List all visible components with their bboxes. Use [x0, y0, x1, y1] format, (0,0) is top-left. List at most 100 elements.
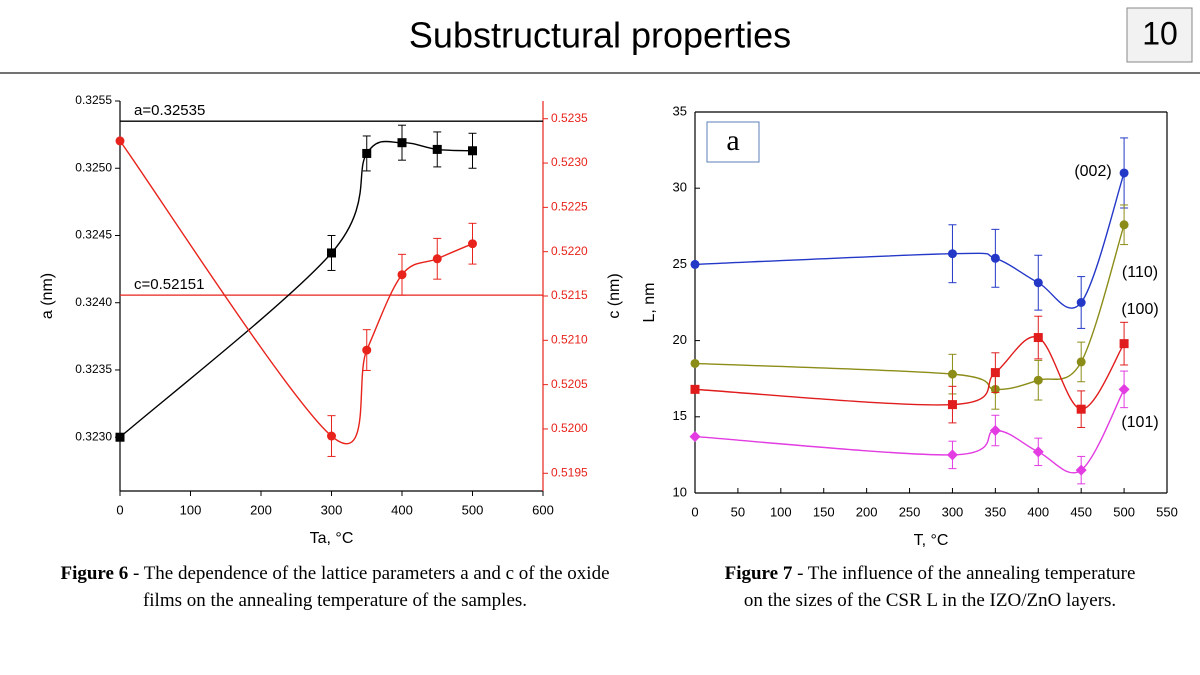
series-label: (101) — [1121, 414, 1158, 431]
series-label: (110) — [1122, 264, 1158, 281]
point — [1075, 464, 1087, 476]
y-tick-label: 15 — [673, 408, 687, 423]
y2-tick-label: 0.5235 — [551, 111, 588, 125]
point — [115, 136, 125, 146]
x-tick-label: 200 — [856, 504, 878, 519]
point — [327, 431, 336, 441]
x-tick-label: 400 — [1027, 504, 1049, 519]
point — [468, 239, 477, 249]
x-axis-label: Ta, °C — [310, 530, 354, 547]
x-tick-label: 100 — [770, 504, 792, 519]
x-tick-label: 150 — [813, 504, 835, 519]
y2-tick-label: 0.5215 — [551, 288, 588, 302]
point — [1119, 168, 1129, 178]
page-number: 10 — [1142, 15, 1178, 51]
point — [1076, 298, 1086, 307]
y2-axis-label: c (nm) — [606, 273, 623, 318]
fit-curve — [694, 336, 1125, 410]
y2-tick-label: 0.5200 — [551, 421, 588, 435]
y2-tick-label: 0.5195 — [551, 465, 588, 479]
x-tick-label: 300 — [942, 504, 964, 519]
point — [690, 358, 700, 368]
caption: Figure 6 - The dependence of the lattice… — [55, 560, 615, 614]
point — [947, 369, 957, 379]
caption-label: Figure 6 — [60, 563, 129, 584]
label-box — [706, 121, 760, 163]
fit-curve — [694, 389, 1125, 474]
point — [1076, 357, 1086, 367]
point — [946, 449, 958, 461]
y2-tick-label: 0.5205 — [551, 377, 588, 391]
y2-tick-label: 0.5220 — [551, 244, 588, 258]
caption-text: - The influence of the annealing tempera… — [743, 563, 1136, 611]
point — [432, 144, 442, 154]
fit-curve — [694, 224, 1125, 391]
x-tick-label: 500 — [462, 502, 484, 517]
caption-label: Figure 7 — [724, 563, 793, 584]
y-tick-label: 0.3240 — [75, 295, 112, 309]
point — [327, 248, 336, 258]
y-tick-label: 25 — [673, 256, 687, 271]
point — [397, 270, 407, 280]
reference-label: a=0.32535 — [134, 102, 205, 119]
point — [1033, 375, 1043, 385]
page-box — [1126, 7, 1193, 63]
y-tick-label: 20 — [673, 332, 687, 347]
x-tick-label: 400 — [391, 502, 413, 517]
reference-label: c=0.52151 — [134, 276, 204, 293]
x-tick-label: 0 — [116, 502, 123, 517]
point — [432, 254, 442, 264]
y-tick-label: 0.3255 — [75, 93, 112, 107]
series-label: (002) — [1074, 163, 1111, 180]
y-tick-label: 10 — [673, 484, 687, 499]
point — [362, 148, 372, 158]
fit-curve — [694, 172, 1125, 309]
x-tick-label: 0 — [691, 504, 698, 519]
point — [990, 368, 1000, 378]
x-tick-label: 450 — [1070, 504, 1092, 519]
caption: Figure 7 - The influence of the annealin… — [715, 560, 1145, 614]
slide-title: Substructural properties — [409, 15, 791, 56]
x-axis-label: T, °C — [914, 532, 949, 549]
point — [468, 146, 477, 156]
point — [1076, 404, 1086, 414]
point — [989, 425, 1001, 437]
x-tick-label: 500 — [1113, 504, 1135, 519]
point — [947, 249, 957, 259]
y-tick-label: 35 — [673, 103, 687, 118]
x-tick-label: 50 — [731, 504, 745, 519]
y-axis-label: L, nm — [641, 282, 658, 322]
y-tick-label: 0.3235 — [75, 362, 112, 376]
x-tick-label: 100 — [180, 502, 202, 517]
x-tick-label: 550 — [1156, 504, 1178, 519]
point — [690, 384, 700, 394]
point — [1033, 278, 1043, 288]
x-tick-label: 350 — [985, 504, 1007, 519]
point — [1119, 220, 1129, 230]
series-label: (100) — [1121, 301, 1158, 318]
y-tick-label: 0.3245 — [75, 228, 112, 242]
x-tick-label: 200 — [250, 502, 272, 517]
point — [1033, 333, 1043, 343]
y2-tick-label: 0.5210 — [551, 332, 588, 346]
y-tick-label: 0.3250 — [75, 160, 112, 174]
x-tick-label: 300 — [321, 502, 343, 517]
point — [1118, 383, 1130, 395]
y-tick-label: 0.3230 — [75, 429, 112, 443]
point — [947, 400, 957, 410]
y-axis-label: a (nm) — [39, 273, 56, 319]
point — [990, 253, 1000, 263]
point — [690, 259, 700, 269]
y-tick-label: 30 — [673, 180, 687, 195]
point — [1032, 446, 1044, 458]
x-tick-label: 250 — [899, 504, 921, 519]
point — [397, 138, 407, 148]
y2-tick-label: 0.5225 — [551, 200, 588, 214]
point — [1119, 339, 1129, 349]
point — [689, 431, 701, 443]
caption-text: - The dependence of the lattice paramete… — [128, 563, 610, 611]
y2-tick-label: 0.5230 — [551, 155, 588, 169]
x-tick-label: 600 — [532, 502, 554, 517]
